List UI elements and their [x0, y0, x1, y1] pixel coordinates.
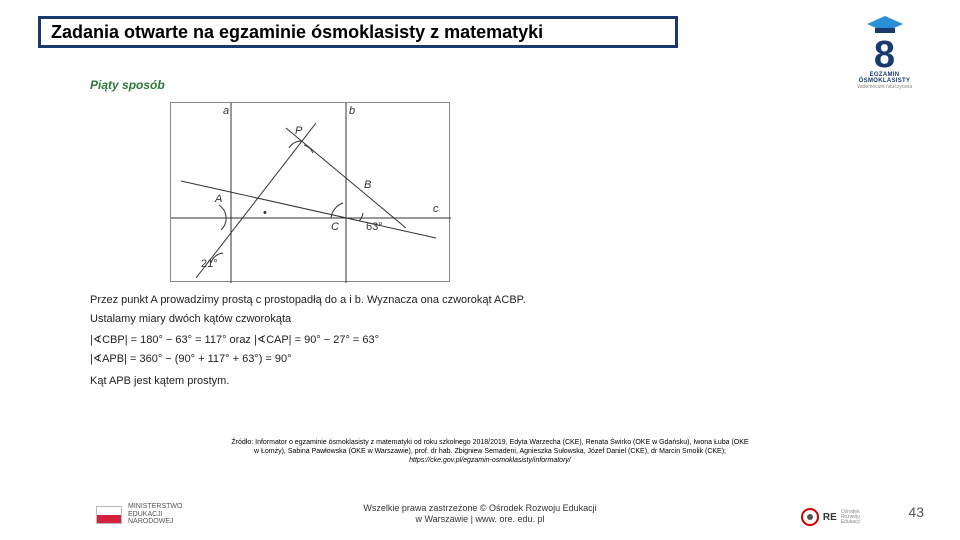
method-label: Piąty sposób — [90, 78, 790, 92]
ore-logo: RE Ośrodek Rozwoju Edukacji — [801, 508, 860, 526]
graduation-cap-icon — [865, 14, 905, 36]
source-line3: https://cke.gov.pl/egzamin-osmoklasisty/… — [409, 457, 571, 464]
ore-circle-icon — [801, 508, 819, 526]
poland-flag-icon — [96, 506, 122, 524]
ore-subtitle: Ośrodek Rozwoju Edukacji — [841, 510, 860, 525]
diagram-svg — [171, 103, 451, 283]
angle-63: 63° — [366, 221, 383, 233]
logo-number: 8 — [847, 38, 922, 72]
label-P: P — [295, 125, 302, 137]
ministry-line2: EDUKACJI — [128, 511, 163, 518]
header-box: Zadania otwarte na egzaminie ósmoklasist… — [38, 16, 678, 48]
ore-sub3: Edukacji — [841, 519, 860, 525]
geometry-diagram: a b c P A B C 63° 21° • — [170, 102, 450, 282]
ministry-line3: NARODOWEJ — [128, 518, 174, 525]
exam-logo: 8 EGZAMIN ÓSMOKLASISTY Vademecum nauczyc… — [847, 14, 922, 90]
copyright-line1: Wszelkie prawa zastrzeżone © Ośrodek Roz… — [363, 503, 596, 513]
label-C: C — [331, 221, 339, 233]
label-c: c — [433, 203, 439, 215]
label-B: B — [364, 179, 371, 191]
angle-21: 21° — [201, 258, 218, 270]
copyright-line2: w Warszawie | www. ore. edu. pl — [415, 514, 544, 524]
main-content: Piąty sposób a b c P A B C 63° 21° • Prz… — [90, 78, 790, 390]
page-number: 43 — [908, 504, 924, 520]
label-a: a — [223, 105, 229, 117]
logo-line2: Vademecum nauczyciela — [847, 84, 922, 90]
footer-copyright: Wszelkie prawa zastrzeżone © Ośrodek Roz… — [300, 503, 660, 526]
source-line2: w Łomży), Sabina Pawłowska (OKE w Warsza… — [254, 448, 726, 455]
source-line1: Źródło: Informator o egzaminie ósmoklasi… — [231, 439, 748, 446]
paragraph-1: Przez punkt A prowadzimy prostą c prosto… — [90, 292, 790, 309]
ministry-line1: MINISTERSTWO — [128, 503, 182, 510]
logo-line1: EGZAMIN ÓSMOKLASISTY — [847, 72, 922, 84]
right-angle-dot: • — [263, 207, 267, 219]
ore-text: RE — [823, 512, 837, 523]
equation-2: |∢APB| = 360° − (90° + 117° + 63°) = 90° — [90, 352, 790, 365]
paragraph-3: Kąt APB jest kątem prostym. — [90, 373, 790, 390]
label-A: A — [215, 193, 222, 205]
equation-1: |∢CBP| = 180° − 63° = 117° oraz |∢CAP| =… — [90, 333, 790, 346]
page-title: Zadania otwarte na egzaminie ósmoklasist… — [51, 22, 543, 43]
footer: MINISTERSTWO EDUKACJI NARODOWEJ Wszelkie… — [0, 482, 960, 532]
paragraph-2: Ustalamy miary dwóch kątów czworokąta — [90, 311, 790, 328]
label-b: b — [349, 105, 355, 117]
source-citation: Źródło: Informator o egzaminie ósmoklasi… — [120, 438, 860, 465]
ministry-label: MINISTERSTWO EDUKACJI NARODOWEJ — [128, 503, 182, 526]
